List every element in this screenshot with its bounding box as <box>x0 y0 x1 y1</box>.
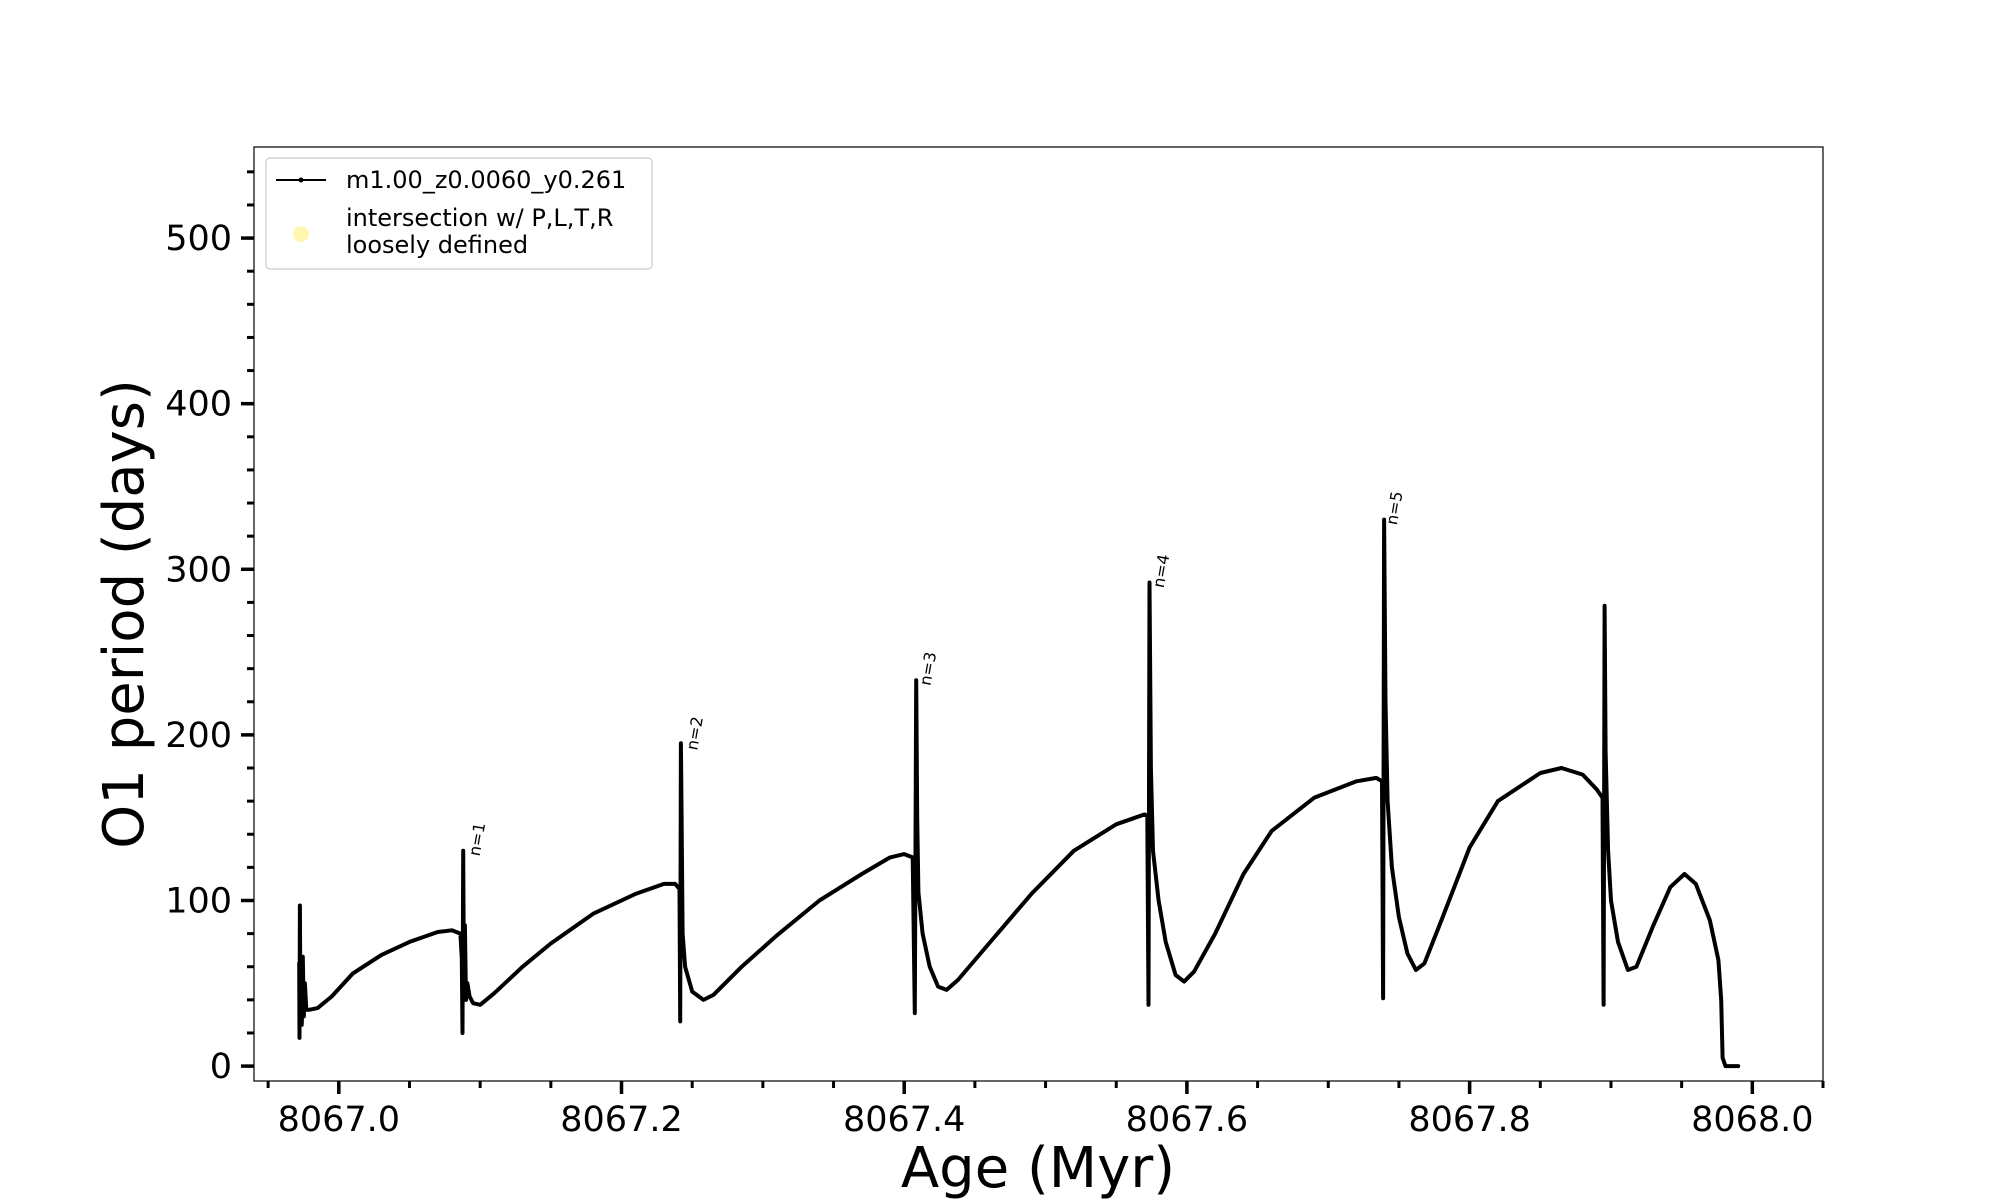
peak-annotation: n=4 <box>1149 553 1174 590</box>
peak-annotation: n=3 <box>916 650 941 687</box>
y-tick-label: 0 <box>210 1047 232 1087</box>
y-axis-ticks: 0 100 200 300 400 500 <box>165 170 254 1087</box>
x-tick-label: 8067.2 <box>560 1100 682 1140</box>
y-tick-label: 200 <box>165 716 232 756</box>
x-axis-title: Age (Myr) <box>901 1136 1175 1200</box>
peak-annotation: n=5 <box>1382 490 1407 527</box>
y-axis-title: O1 period (days) <box>92 379 157 849</box>
peak-annotation: n=1 <box>465 821 490 858</box>
annotations: n=1 n=2 n=3 n=4 n=5 <box>465 490 1407 858</box>
x-axis-ticks: 8067.0 8067.2 8067.4 8067.6 8067.8 8068.0 <box>266 1081 1825 1140</box>
y-tick-label: 500 <box>165 219 232 259</box>
x-tick-label: 8067.8 <box>1408 1100 1530 1140</box>
legend-intersection-marker <box>293 226 309 242</box>
legend-label-intersection-2: loosely defined <box>346 231 528 259</box>
legend: m1.00_z0.0060_y0.261 intersection w/ P,L… <box>265 157 653 270</box>
y-tick-label: 300 <box>165 550 232 590</box>
legend-box <box>265 157 653 270</box>
y-tick-label: 400 <box>165 385 232 425</box>
x-tick-label: 8067.4 <box>843 1100 965 1140</box>
plot-frame <box>253 146 1824 1082</box>
x-tick-label: 8067.6 <box>1126 1100 1248 1140</box>
peak-annotation: n=2 <box>682 715 707 752</box>
legend-dot-marker <box>298 177 304 183</box>
y-tick-label: 100 <box>165 881 232 921</box>
x-tick-label: 8067.0 <box>278 1100 400 1140</box>
legend-label-series: m1.00_z0.0060_y0.261 <box>346 166 626 194</box>
x-tick-label: 8068.0 <box>1691 1100 1813 1140</box>
series-line <box>297 517 1741 1069</box>
legend-label-intersection-1: intersection w/ P,L,T,R <box>346 204 613 232</box>
